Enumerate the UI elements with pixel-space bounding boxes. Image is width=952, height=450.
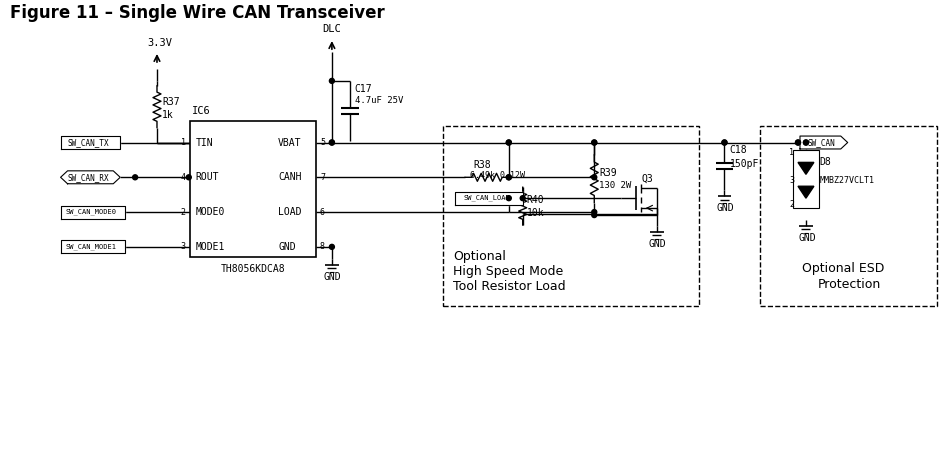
Circle shape (506, 140, 510, 145)
Text: Figure 11 – Single Wire CAN Transceiver: Figure 11 – Single Wire CAN Transceiver (10, 4, 385, 22)
Bar (792, 150, 818, 208)
Circle shape (591, 212, 596, 217)
Polygon shape (455, 192, 522, 205)
Text: GND: GND (278, 242, 295, 252)
Text: 150pF: 150pF (728, 159, 758, 169)
Text: 8: 8 (320, 243, 325, 252)
Circle shape (795, 140, 800, 145)
Polygon shape (797, 186, 813, 198)
Text: IC6: IC6 (191, 106, 210, 116)
Text: 130 2W: 130 2W (599, 181, 631, 190)
Text: MMBZ27VCLT1: MMBZ27VCLT1 (819, 176, 874, 185)
Text: LOAD: LOAD (278, 207, 302, 217)
Circle shape (520, 196, 525, 201)
Text: High Speed Mode: High Speed Mode (452, 265, 563, 278)
Circle shape (329, 78, 334, 83)
Text: 6: 6 (320, 207, 325, 216)
Circle shape (506, 196, 510, 201)
Circle shape (329, 244, 334, 249)
Text: 3.3V: 3.3V (147, 38, 172, 48)
Text: R37: R37 (162, 97, 179, 107)
Text: 6.49k 0.12W: 6.49k 0.12W (469, 171, 525, 180)
Text: 1: 1 (181, 138, 186, 147)
Text: 1: 1 (788, 148, 793, 157)
Circle shape (329, 140, 334, 145)
Text: 3: 3 (181, 243, 186, 252)
Circle shape (506, 175, 510, 180)
Text: GND: GND (716, 203, 733, 213)
Text: MODE1: MODE1 (195, 242, 225, 252)
Text: 1k: 1k (162, 110, 173, 120)
Circle shape (722, 140, 726, 145)
Polygon shape (61, 136, 120, 149)
Text: SW_CAN_TX: SW_CAN_TX (68, 138, 109, 147)
Text: CANH: CANH (278, 172, 302, 182)
Bar (760, 126, 936, 306)
Text: VBAT: VBAT (278, 138, 302, 148)
Text: R40: R40 (526, 195, 544, 205)
Text: Optional ESD: Optional ESD (802, 262, 883, 275)
Text: 2: 2 (181, 207, 186, 216)
Circle shape (186, 175, 191, 180)
Circle shape (591, 140, 596, 145)
Text: SW_CAN: SW_CAN (807, 138, 835, 147)
Text: Optional: Optional (452, 250, 506, 263)
Text: ROUT: ROUT (195, 172, 219, 182)
Polygon shape (797, 162, 813, 174)
Text: GND: GND (648, 239, 665, 249)
Polygon shape (61, 240, 125, 253)
Circle shape (803, 140, 807, 145)
Text: 2: 2 (788, 200, 793, 209)
Bar (443, 126, 698, 306)
Polygon shape (61, 206, 125, 219)
Text: 4: 4 (181, 173, 186, 182)
Text: DLC: DLC (322, 24, 341, 34)
Circle shape (803, 140, 807, 145)
Text: C18: C18 (728, 145, 746, 155)
Text: SW_CAN_MODE1: SW_CAN_MODE1 (66, 243, 116, 250)
Text: 4.7uF 25V: 4.7uF 25V (354, 96, 403, 105)
Text: SW_CAN_MODE0: SW_CAN_MODE0 (66, 209, 116, 216)
Circle shape (506, 175, 510, 180)
Text: R39: R39 (599, 168, 616, 178)
Text: 3: 3 (788, 176, 793, 185)
Text: SW_CAN_RX: SW_CAN_RX (68, 173, 109, 182)
Circle shape (591, 210, 596, 215)
Text: C17: C17 (354, 84, 372, 94)
Text: 7: 7 (320, 173, 325, 182)
Polygon shape (61, 171, 120, 184)
Circle shape (506, 140, 510, 145)
Circle shape (329, 140, 334, 145)
Polygon shape (799, 136, 847, 149)
Circle shape (591, 175, 596, 180)
Text: TIN: TIN (195, 138, 213, 148)
Text: SW_CAN_LOAD: SW_CAN_LOAD (463, 195, 509, 202)
Text: Tool Resistor Load: Tool Resistor Load (452, 280, 565, 293)
Text: 5: 5 (320, 138, 325, 147)
Text: TH8056KDCA8: TH8056KDCA8 (220, 264, 285, 274)
Circle shape (132, 175, 137, 180)
Text: GND: GND (797, 233, 815, 243)
Text: GND: GND (324, 272, 341, 282)
Circle shape (591, 140, 596, 145)
Circle shape (795, 140, 800, 145)
Text: Protection: Protection (817, 278, 881, 291)
Text: MODE0: MODE0 (195, 207, 225, 217)
Bar (189, 121, 316, 257)
Text: R38: R38 (472, 160, 490, 171)
Text: D8: D8 (819, 158, 831, 167)
Text: 10k: 10k (526, 208, 544, 218)
Circle shape (722, 140, 726, 145)
Text: Q3: Q3 (642, 173, 653, 183)
